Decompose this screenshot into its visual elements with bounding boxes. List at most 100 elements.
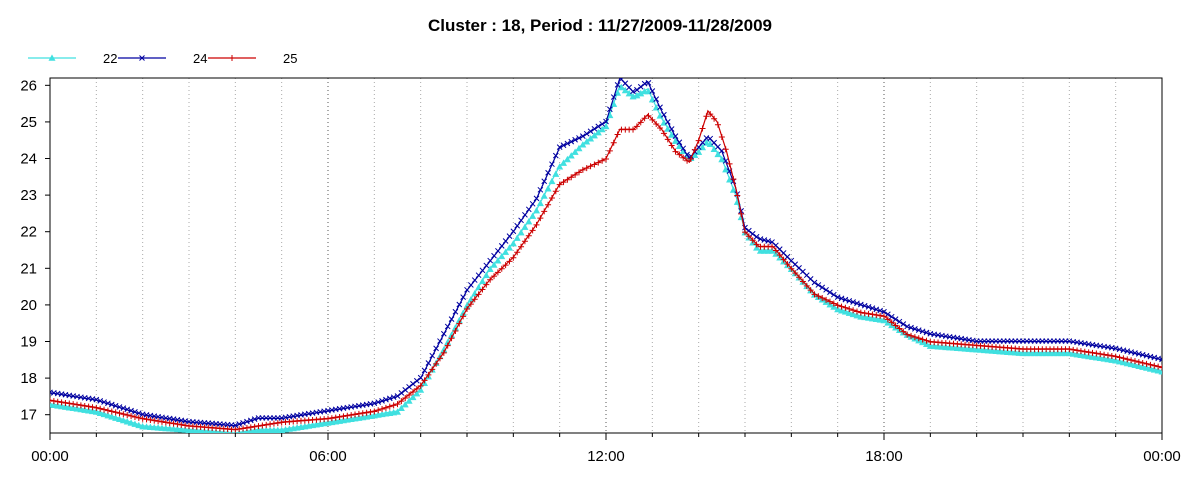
legend: 22 24 25 — [28, 51, 297, 66]
series-point-24 — [410, 380, 416, 387]
series-point-25 — [1128, 357, 1135, 364]
series-point-22 — [517, 228, 525, 236]
series-point-25 — [50, 397, 53, 404]
series-point-24 — [495, 247, 501, 254]
series-point-22 — [417, 386, 425, 393]
legend-label: 22 — [103, 51, 117, 66]
series-point-25 — [606, 147, 613, 154]
series-point-25 — [583, 165, 590, 172]
series-point-25 — [545, 201, 552, 208]
series-point-24 — [881, 308, 887, 315]
series-point-25 — [131, 413, 138, 420]
series-point-22 — [1085, 352, 1093, 360]
series-point-25 — [834, 302, 841, 309]
series-point-24 — [394, 393, 401, 399]
series-point-25 — [881, 313, 887, 320]
series-point-25 — [506, 258, 513, 265]
x-tick-label: 18:00 — [865, 448, 903, 465]
series-point-24 — [425, 360, 432, 366]
series-point-24 — [827, 289, 833, 296]
x-tick-label: 00:00 — [31, 448, 69, 465]
series-point-25 — [699, 125, 706, 132]
series-point-25 — [850, 307, 857, 314]
legend-marker — [229, 55, 235, 61]
series-point-22 — [706, 140, 714, 147]
series-22 — [50, 83, 1162, 433]
series-point-25 — [853, 308, 860, 315]
series-point-25 — [695, 137, 702, 144]
series-point-24 — [572, 136, 578, 143]
series-point-25 — [1112, 353, 1119, 360]
series-point-24 — [120, 405, 127, 412]
series-point-25 — [348, 412, 355, 419]
plot-frame — [49, 77, 1163, 434]
series-point-24 — [861, 302, 868, 309]
series-point-24 — [549, 161, 555, 168]
series-point-24 — [865, 304, 872, 310]
series-point-24 — [664, 119, 671, 125]
series-point-24 — [371, 400, 378, 407]
series-point-22 — [193, 427, 200, 433]
series-point-25 — [823, 296, 830, 303]
series-point-22 — [127, 419, 135, 426]
series-point-24 — [545, 169, 551, 176]
series-point-24 — [406, 383, 412, 390]
series-point-24 — [444, 323, 451, 330]
series-point-22 — [1073, 350, 1081, 358]
series-point-25 — [240, 425, 247, 432]
series-point-24 — [456, 301, 463, 308]
series-point-25 — [371, 408, 378, 415]
series-point-22 — [108, 413, 116, 420]
series-point-25 — [521, 238, 528, 245]
series-point-22 — [1158, 368, 1162, 375]
series-point-22 — [865, 314, 873, 321]
series-point-25 — [406, 392, 413, 399]
series-point-25 — [1159, 364, 1162, 371]
series-point-25 — [595, 159, 602, 166]
series-point-25 — [1070, 346, 1077, 353]
series-point-24 — [101, 399, 107, 405]
series-point-25 — [460, 313, 467, 320]
series-point-25 — [81, 402, 88, 409]
series-point-24 — [672, 133, 679, 139]
grid — [95, 78, 1117, 433]
series-point-25 — [54, 398, 61, 405]
series-point-24 — [471, 277, 478, 283]
series-point-25 — [668, 142, 675, 149]
series-point-24 — [657, 104, 663, 111]
series-point-24 — [610, 94, 617, 100]
series-point-25 — [533, 221, 540, 228]
series-point-25 — [1101, 351, 1108, 358]
series-point-25 — [514, 249, 521, 256]
series-point-24 — [468, 282, 474, 288]
y-tick-label: 25 — [20, 114, 37, 131]
series-point-25 — [568, 174, 575, 181]
series-point-24 — [440, 330, 447, 337]
series-point-22 — [872, 315, 880, 323]
series-point-22 — [1100, 355, 1108, 362]
series-point-22 — [1119, 358, 1127, 366]
series-point-25 — [178, 421, 185, 428]
series-point-22 — [478, 277, 486, 285]
series-point-25 — [108, 408, 115, 415]
series-point-25 — [398, 398, 405, 405]
series-point-22 — [644, 87, 652, 95]
series-point-25 — [332, 414, 339, 421]
series-point-25 — [788, 265, 795, 272]
series-point-24 — [846, 297, 853, 304]
series-point-24 — [402, 387, 409, 393]
series-point-24 — [522, 211, 528, 218]
legend-label: 25 — [283, 51, 297, 66]
y-tick-label: 21 — [20, 260, 37, 277]
series-point-25 — [753, 241, 760, 248]
series-point-24 — [811, 279, 818, 286]
y-tick-label: 17 — [20, 407, 37, 424]
series-point-25 — [815, 293, 822, 300]
series-point-25 — [116, 410, 123, 417]
series-point-25 — [869, 311, 876, 318]
series-point-25 — [58, 399, 65, 406]
series-point-24 — [452, 308, 459, 315]
series-point-25 — [255, 423, 262, 430]
series-point-22 — [521, 223, 529, 230]
series-point-22 — [876, 316, 884, 323]
